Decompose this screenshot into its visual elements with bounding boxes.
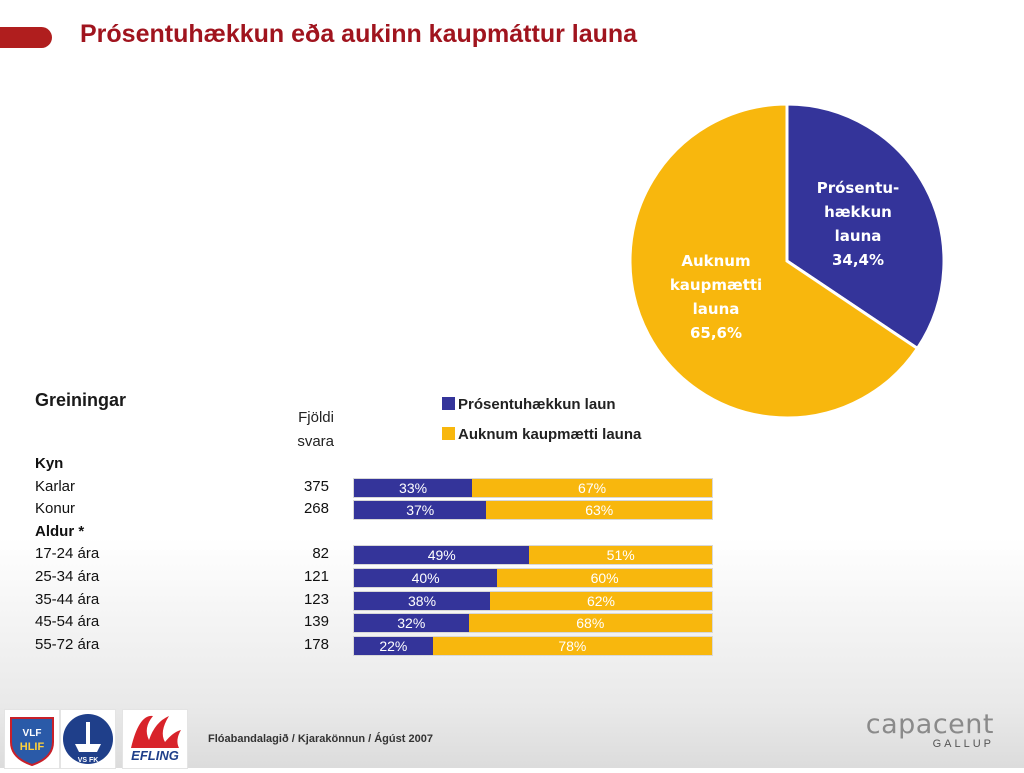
pie-slice-label-0: Auknum kaupmætti launa 65,6% xyxy=(669,252,763,342)
row-label: 25-34 ára xyxy=(35,568,100,585)
row-label: Karlar xyxy=(35,477,76,495)
vsfk-logo: VS FK xyxy=(60,709,116,769)
stacked-bar: 37% 63% xyxy=(353,500,713,521)
row-count: 178 xyxy=(303,635,329,653)
row-count: 268 xyxy=(303,500,329,518)
row-count: 123 xyxy=(303,590,329,608)
bar-segment-1: 60% xyxy=(497,569,712,587)
svg-text:EFLING: EFLING xyxy=(131,748,179,763)
breakdown-title: Greiningar xyxy=(35,390,127,410)
title-accent-bar xyxy=(0,27,52,48)
capacent-gallup-logo: capacent GALLUP xyxy=(865,709,994,750)
bar-segment-1: 63% xyxy=(486,501,712,520)
svg-text:VLF: VLF xyxy=(23,728,42,739)
pie-chart xyxy=(628,102,946,420)
row-label: 35-44 ára xyxy=(35,590,100,608)
legend-item-1: Auknum kaupmætti launa xyxy=(442,426,652,456)
row-count: 139 xyxy=(303,613,329,631)
footer: VLF HLIF VS FK EFLING Flóabandalagið / K… xyxy=(0,705,1024,769)
bar-segment-0: 22% xyxy=(354,636,433,655)
bar-segment-1: 67% xyxy=(472,478,712,497)
count-column-header: Fjöldi svara xyxy=(297,409,334,450)
legend-swatch-0 xyxy=(442,397,455,410)
bar-segment-1: 68% xyxy=(468,614,712,633)
stacked-bar: 49% 51% xyxy=(353,545,713,566)
pie-slice-0 xyxy=(628,102,920,420)
row-count: 82 xyxy=(312,545,329,563)
group-label-0: Kyn xyxy=(35,455,64,472)
svg-text:HLIF: HLIF xyxy=(20,741,45,753)
page-title: Prósentuhækkun eða aukinn kaupmáttur lau… xyxy=(80,20,638,48)
stacked-bar: 33% 67% xyxy=(353,477,713,498)
row-count: 121 xyxy=(303,568,329,585)
bar-segment-0: 33% xyxy=(354,478,473,497)
vlf-hlif-logo: VLF HLIF xyxy=(4,709,60,769)
stacked-bar: 32% 68% xyxy=(353,613,713,634)
row-label: Konur xyxy=(35,500,76,518)
svg-text:VS FK: VS FK xyxy=(78,757,99,764)
stacked-bar: 40% 60% xyxy=(353,568,713,588)
row-label: 45-54 ára xyxy=(35,613,100,631)
row-label: 55-72 ára xyxy=(35,635,100,653)
legend-label-1: Auknum kaupmætti launa xyxy=(458,426,642,443)
bar-segment-0: 37% xyxy=(354,501,487,520)
pie-slice-1 xyxy=(785,102,946,351)
stacked-bar: 38% 62% xyxy=(353,590,713,611)
legend-item-0: Prósentuhækkun laun xyxy=(442,396,652,426)
bar-legend: Prósentuhækkun laun Auknum kaupmætti laun… xyxy=(442,396,652,456)
bar-segment-0: 32% xyxy=(354,614,469,633)
stacked-bar: 22% 78% xyxy=(353,635,713,656)
bar-segment-1: 51% xyxy=(529,546,712,565)
bar-segment-1: 78% xyxy=(432,636,712,655)
legend-swatch-1 xyxy=(442,427,455,440)
row-count: 375 xyxy=(303,477,329,495)
bar-segment-0: 49% xyxy=(354,546,530,565)
pie-slice-label-1: Prósentu-hækkun launa 34,4% xyxy=(816,179,900,269)
row-label: 17-24 ára xyxy=(35,545,100,563)
bar-segment-1: 62% xyxy=(490,591,712,610)
bar-segment-0: 40% xyxy=(354,569,498,587)
efling-logo: EFLING xyxy=(122,709,188,769)
bar-segment-0: 38% xyxy=(354,591,491,610)
group-label-1: Aldur * xyxy=(35,522,85,540)
footer-caption: Flóabandalagið / Kjarakönnun / Ágúst 200… xyxy=(208,733,433,745)
legend-label-0: Prósentuhækkun laun xyxy=(458,396,616,413)
